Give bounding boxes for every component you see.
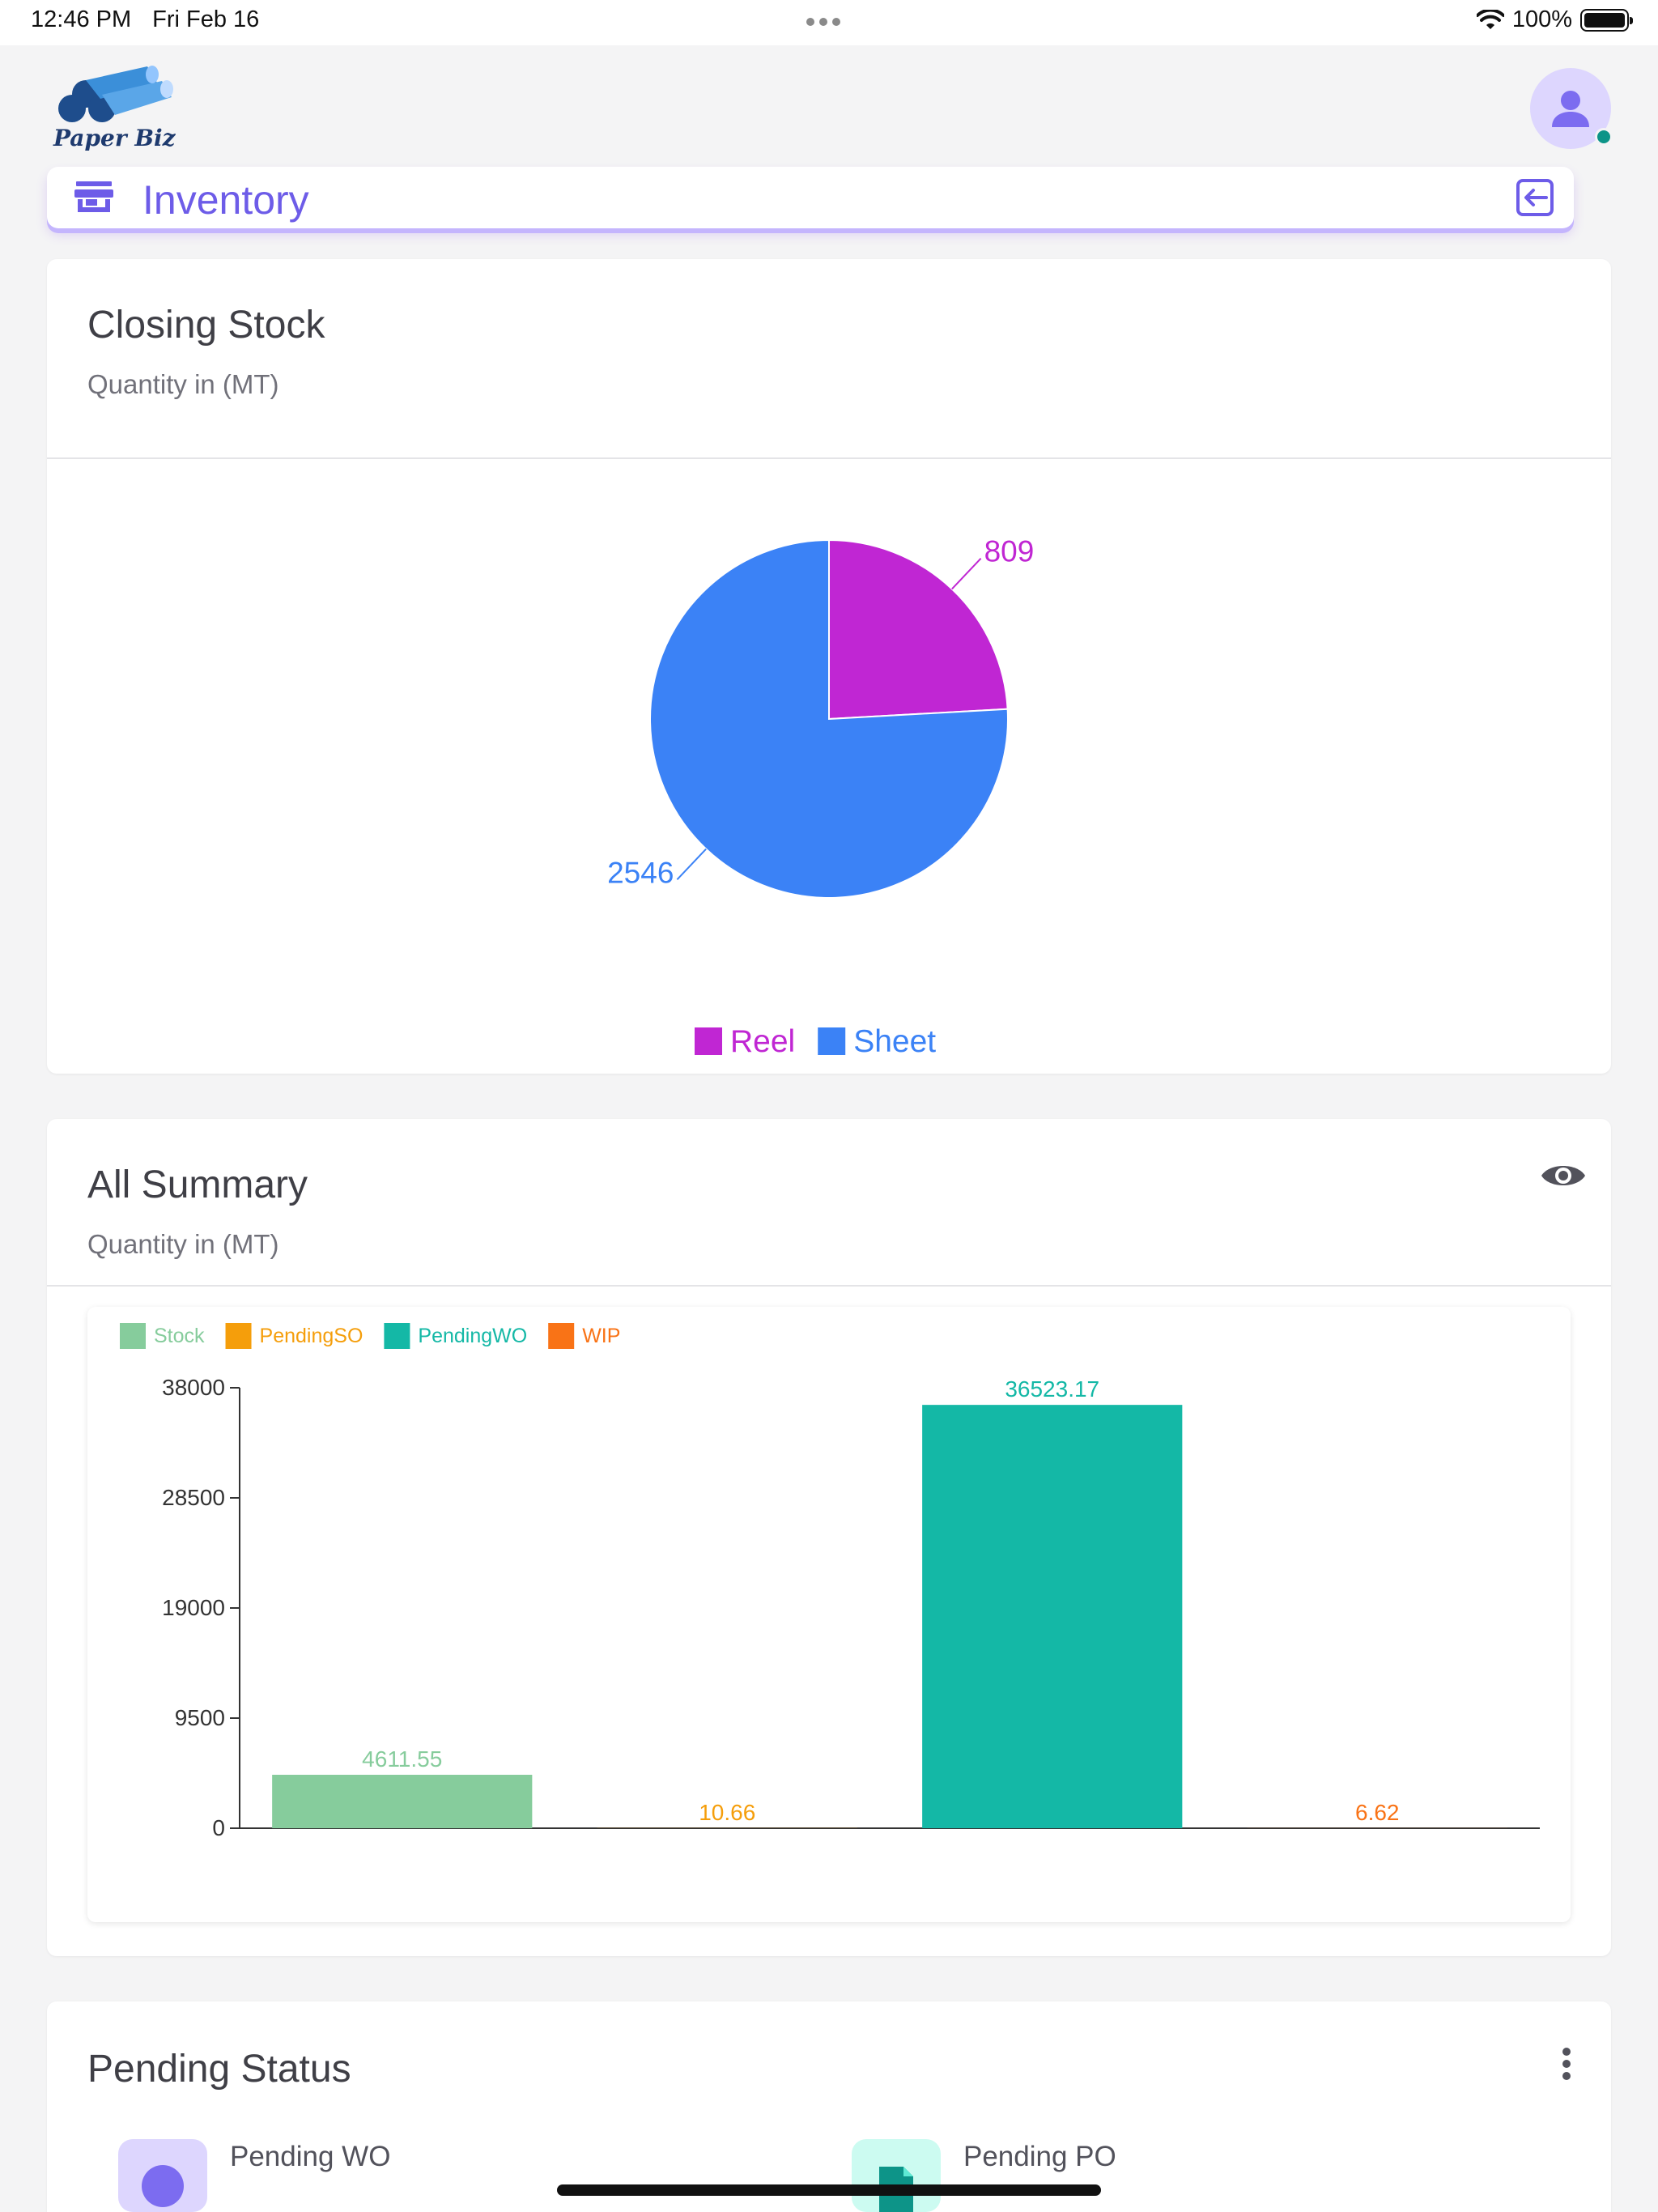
home-indicator[interactable] bbox=[557, 2184, 1101, 2196]
person-icon bbox=[142, 2165, 184, 2207]
y-tick-label: 28500 bbox=[162, 1485, 225, 1510]
legend-label-sheet[interactable]: Sheet bbox=[853, 1024, 936, 1059]
y-tick-label: 19000 bbox=[162, 1595, 225, 1620]
pending-wo-label[interactable]: Pending WO bbox=[230, 2141, 391, 2172]
legend-swatch-sheet bbox=[818, 1027, 846, 1055]
all-summary-title: All Summary bbox=[87, 1163, 308, 1206]
bar-value-label: 4611.55 bbox=[362, 1746, 442, 1772]
y-tick-label: 9500 bbox=[175, 1705, 225, 1730]
logo-rolls-icon bbox=[58, 66, 173, 122]
y-tick-label: 38000 bbox=[162, 1375, 225, 1400]
y-tick-label: 0 bbox=[212, 1815, 225, 1840]
status-bar: 12:46 PM Fri Feb 16 100% bbox=[0, 0, 1658, 45]
pie-slice-reel[interactable] bbox=[828, 538, 1009, 721]
legend-swatch-pendingso bbox=[225, 1323, 252, 1349]
all-summary-card: All Summary Quantity in (MT) Stock Pendin… bbox=[47, 1119, 1611, 1956]
bar-stock[interactable] bbox=[272, 1774, 533, 1828]
bar-value-label: 36523.17 bbox=[1005, 1376, 1099, 1402]
wifi-icon bbox=[1476, 9, 1504, 29]
closing-stock-title: Closing Stock bbox=[87, 304, 325, 347]
legend-label-wip[interactable]: WIP bbox=[582, 1325, 620, 1347]
eye-icon[interactable] bbox=[1540, 1159, 1587, 1192]
pie-leader-line bbox=[676, 848, 707, 881]
pie-leader-line bbox=[951, 557, 982, 590]
legend-swatch-reel bbox=[695, 1027, 722, 1055]
pending-wo-icon-tile[interactable] bbox=[118, 2139, 207, 2212]
card-divider bbox=[47, 457, 1611, 459]
status-time: 12:46 PM bbox=[31, 6, 132, 32]
multitasking-dots-icon[interactable] bbox=[806, 18, 840, 26]
pending-status-title: Pending Status bbox=[87, 2048, 351, 2091]
summary-chart-panel: Stock PendingSO PendingWO WIP 38000 28500 1900… bbox=[87, 1307, 1571, 1922]
status-date: Fri Feb 16 bbox=[152, 6, 260, 32]
more-vertical-icon[interactable] bbox=[1561, 2047, 1572, 2081]
closing-stock-pie-chart: 809 2546 Reel Sheet bbox=[607, 535, 1035, 1059]
store-icon bbox=[74, 181, 113, 212]
bar-value-label: 10.66 bbox=[699, 1800, 755, 1825]
logo-text: Paper Biz bbox=[53, 125, 176, 151]
pending-po-label[interactable]: Pending PO bbox=[963, 2141, 1116, 2172]
legend-label-pendingwo[interactable]: PendingWO bbox=[418, 1325, 527, 1347]
battery-percent: 100% bbox=[1511, 6, 1572, 32]
closing-stock-subtitle: Quantity in (MT) bbox=[87, 369, 279, 399]
status-right: 100% bbox=[1476, 6, 1633, 33]
all-summary-bar-chart: Stock PendingSO PendingWO WIP 38000 28500 1900… bbox=[120, 1323, 1540, 1840]
app-logo[interactable]: Paper Biz bbox=[50, 58, 180, 155]
closing-stock-card: Closing Stock Quantity in (MT) 809 2546 Re… bbox=[47, 259, 1611, 1074]
pie-data-label: 2546 bbox=[607, 856, 674, 889]
pie-slice-sheet[interactable] bbox=[649, 538, 1010, 899]
exit-icon[interactable] bbox=[1516, 178, 1554, 217]
document-icon bbox=[879, 2167, 913, 2212]
online-status-dot bbox=[1595, 128, 1613, 146]
all-summary-subtitle: Quantity in (MT) bbox=[87, 1229, 279, 1259]
pending-po-icon-tile[interactable] bbox=[852, 2139, 941, 2212]
page-header-bar: Inventory bbox=[47, 167, 1574, 228]
legend-swatch-pendingwo bbox=[384, 1323, 410, 1349]
legend-label-stock[interactable]: Stock bbox=[154, 1325, 205, 1347]
legend-swatch-wip bbox=[548, 1323, 575, 1349]
pie-data-label: 809 bbox=[984, 535, 1035, 568]
user-avatar[interactable] bbox=[1530, 68, 1613, 149]
bar-pendingwo[interactable] bbox=[922, 1405, 1183, 1828]
card-divider bbox=[47, 1285, 1611, 1287]
user-icon bbox=[1552, 91, 1589, 127]
bar-value-label: 6.62 bbox=[1355, 1800, 1400, 1825]
pending-status-card: Pending Status Pending WO Pending PO bbox=[47, 2001, 1611, 2212]
status-time-group: 12:46 PM Fri Feb 16 bbox=[31, 6, 259, 33]
battery-icon bbox=[1580, 8, 1633, 32]
legend-swatch-stock bbox=[120, 1323, 146, 1349]
legend-label-reel[interactable]: Reel bbox=[730, 1024, 795, 1059]
legend-label-pendingso[interactable]: PendingSO bbox=[260, 1325, 363, 1347]
page-title: Inventory bbox=[142, 177, 309, 223]
